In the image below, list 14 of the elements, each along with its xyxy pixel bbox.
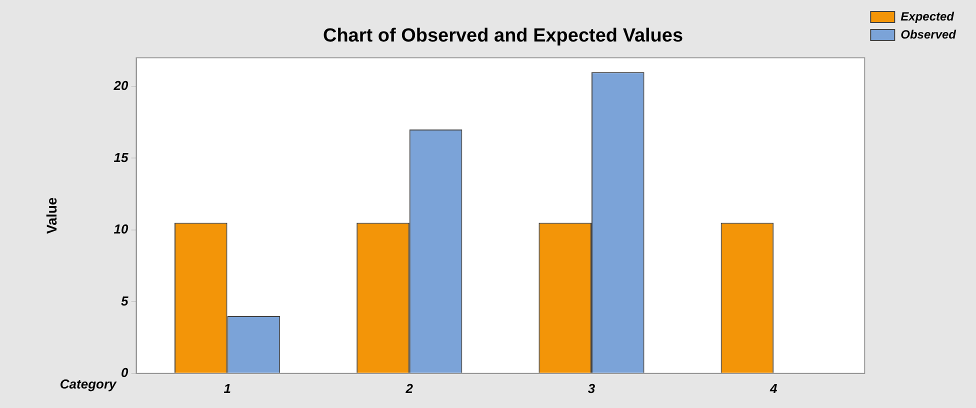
y-tick-label: 15 <box>114 150 130 165</box>
y-axis-title: Value <box>43 197 60 234</box>
y-tick-label: 0 <box>121 364 130 380</box>
legend-label: Observed <box>900 27 957 42</box>
x-tick-label: 1 <box>224 380 231 396</box>
chart-title: Chart of Observed and Expected Values <box>322 26 684 47</box>
y-tick-label: 5 <box>121 293 130 308</box>
legend-label: Expected <box>900 9 955 24</box>
y-tick-label: 10 <box>114 222 130 237</box>
x-tick-label: 2 <box>404 380 414 396</box>
x-tick-label: 4 <box>768 380 778 396</box>
x-axis-title: Category <box>60 376 118 392</box>
y-tick-label: 20 <box>112 78 130 94</box>
x-tick-label: 3 <box>588 380 596 396</box>
